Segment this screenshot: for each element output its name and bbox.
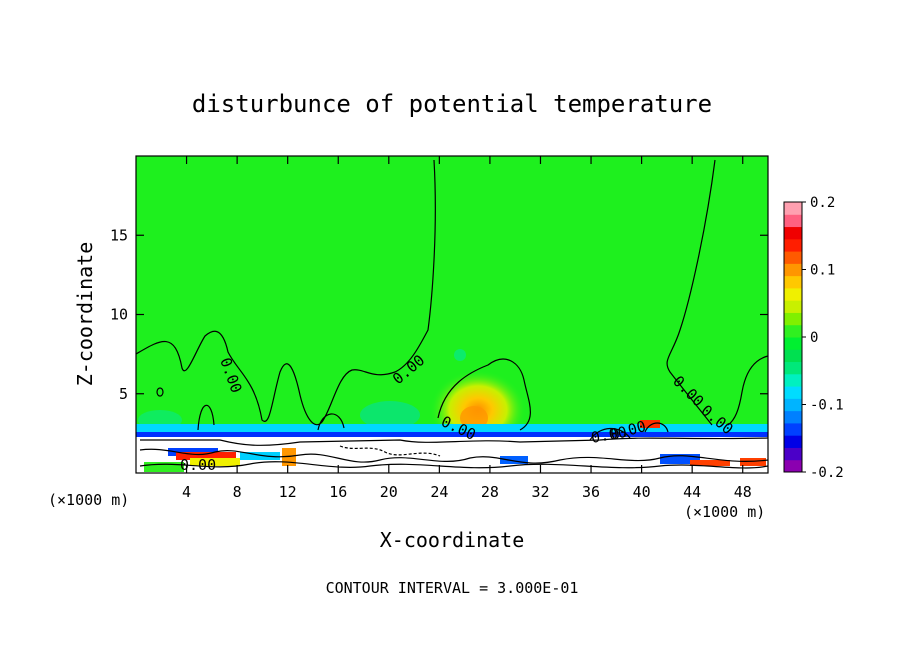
y-unit-label: (×1000 m) bbox=[684, 503, 765, 521]
y-axis-label: Z-coordinate bbox=[73, 242, 97, 387]
x-axis-label: X-coordinate bbox=[380, 528, 525, 552]
x-tick-label: 32 bbox=[531, 483, 549, 501]
contour-label: 0.00 bbox=[590, 423, 629, 447]
contour-line bbox=[727, 355, 768, 426]
colorbar-tick-label: -0.2 bbox=[810, 465, 844, 481]
colorbar-tick-label: 0 bbox=[810, 330, 818, 346]
colorbar-swatch bbox=[784, 275, 802, 289]
zero-contours bbox=[136, 159, 768, 469]
y-tick-label: 5 bbox=[119, 385, 128, 403]
colorbar-swatch bbox=[784, 447, 802, 461]
contour-line bbox=[437, 358, 531, 431]
x-tick-label: 44 bbox=[683, 483, 701, 501]
surface-contour bbox=[644, 422, 669, 433]
colorbar-swatch bbox=[784, 337, 802, 350]
colorbar-tick-label: -0.1 bbox=[810, 398, 844, 414]
colorbar-swatch bbox=[784, 300, 802, 313]
surface-patch-blue bbox=[660, 454, 700, 464]
colorbar-swatch bbox=[784, 349, 802, 363]
contour-line bbox=[317, 413, 345, 431]
colorbar-swatch bbox=[784, 324, 802, 338]
colorbar-tick-label: 0.1 bbox=[810, 263, 835, 279]
surface-contour bbox=[339, 445, 441, 457]
y-axis: 5 10 15 bbox=[110, 226, 768, 403]
colorbar-tick-label: 0.2 bbox=[810, 195, 835, 211]
colorbar-swatch bbox=[784, 263, 802, 277]
colorbar-swatch bbox=[784, 251, 802, 264]
x-tick-label: 12 bbox=[279, 483, 297, 501]
colorbar-swatch bbox=[784, 238, 802, 252]
surface-patch-blue bbox=[500, 456, 528, 464]
colorbar-swatch bbox=[784, 435, 802, 448]
colorbar-swatch bbox=[784, 373, 802, 387]
x-tick-label: 8 bbox=[233, 483, 242, 501]
chart-title: disturbunce of potential temperature bbox=[192, 90, 712, 118]
colorbar-swatch bbox=[784, 214, 802, 228]
surface-band-blue bbox=[136, 432, 768, 438]
colorbar-swatch bbox=[784, 287, 802, 301]
x-unit-label: (×1000 m) bbox=[48, 491, 129, 509]
surface-patch-red bbox=[640, 420, 660, 428]
surface-band-cyan bbox=[136, 424, 768, 434]
colorbar bbox=[783, 201, 803, 473]
colorbar-ticks: -0.2 -0.1 0 0.1 0.2 bbox=[802, 195, 844, 481]
colorbar-swatch bbox=[784, 459, 802, 473]
colorbar-swatch bbox=[784, 226, 802, 240]
x-tick-label: 48 bbox=[734, 483, 752, 501]
cool-patch bbox=[454, 349, 466, 361]
surface-patch-red bbox=[740, 458, 766, 466]
colorbar-swatch bbox=[784, 386, 802, 399]
surface-contour bbox=[589, 427, 631, 441]
surface-patch-green bbox=[144, 462, 184, 472]
surface-patch-yellow bbox=[190, 458, 240, 466]
x-axis: 4 8 12 16 20 24 28 32 36 40 44 48 bbox=[182, 156, 752, 501]
surface-contour bbox=[140, 437, 768, 446]
surface-patch-red bbox=[176, 452, 236, 460]
colorbar-swatch bbox=[784, 312, 802, 326]
surface-patch-cyan bbox=[240, 452, 280, 460]
x-tick-label: 4 bbox=[182, 483, 191, 501]
contour-interval-note: CONTOUR INTERVAL = 3.000E-01 bbox=[326, 579, 579, 597]
x-tick-label: 16 bbox=[329, 483, 347, 501]
surface-patch-red bbox=[690, 460, 730, 466]
colorbar-swatch bbox=[784, 361, 802, 375]
x-tick-label: 20 bbox=[380, 483, 398, 501]
contour-line bbox=[136, 159, 436, 426]
x-tick-label: 36 bbox=[582, 483, 600, 501]
colorbar-swatch bbox=[784, 422, 802, 436]
contour-line bbox=[156, 387, 164, 397]
x-tick-label: 28 bbox=[481, 483, 499, 501]
y-tick-label: 15 bbox=[110, 226, 128, 244]
surface-contour bbox=[139, 461, 768, 469]
contour-line bbox=[666, 159, 716, 426]
plot-area: 0.00 0.00 0.00 0.00 0.00 0.00 0.00 0.00 bbox=[136, 156, 768, 474]
contour-label: 0.00 bbox=[180, 456, 216, 474]
x-tick-label: 40 bbox=[633, 483, 651, 501]
colorbar-swatch bbox=[784, 398, 802, 412]
colorbar-swatch bbox=[784, 410, 802, 424]
x-tick-label: 24 bbox=[430, 483, 448, 501]
surface-contour bbox=[139, 448, 768, 464]
cool-patch bbox=[360, 401, 420, 429]
y-tick-label: 10 bbox=[110, 306, 128, 324]
colorbar-swatch bbox=[784, 202, 802, 215]
contour-line bbox=[197, 404, 215, 431]
